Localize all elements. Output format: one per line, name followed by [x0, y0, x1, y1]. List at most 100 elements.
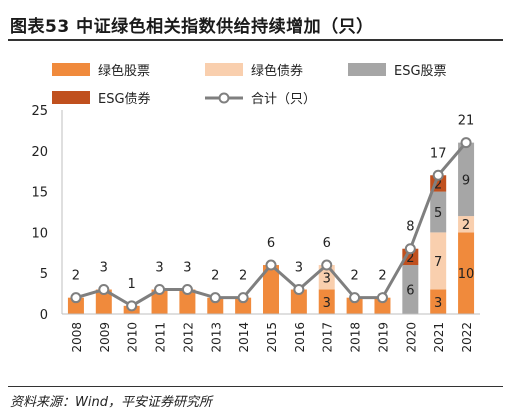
total-point-2020: [404, 243, 416, 255]
bar-green-stock-2012: [179, 289, 196, 314]
x-tick-label-2020: 2020: [404, 322, 418, 353]
bar-esg-stock-2022: [458, 142, 475, 217]
bar-green-stock-2008: [67, 297, 84, 314]
bar-green-stock-2015: [263, 265, 279, 314]
x-tick-label-2013: 2013: [209, 322, 223, 353]
x-tick-label-2021: 2021: [432, 322, 446, 353]
y-tick-label: 0: [40, 308, 48, 323]
segment-label: 10: [458, 267, 475, 282]
x-tick-label-2014: 2014: [237, 322, 251, 353]
segment-label: 7: [434, 255, 442, 270]
segment-label: 2: [406, 251, 414, 266]
segment-label: 5: [434, 206, 442, 221]
x-tick-label-2008: 2008: [70, 322, 84, 353]
total-label-2014: 2: [239, 269, 247, 284]
total-label-2020: 8: [406, 220, 414, 235]
total-label-2015: 6: [267, 236, 275, 251]
legend-marker-total: [218, 92, 230, 104]
x-tick-label-2011: 2011: [154, 322, 168, 353]
x-tick-label-2017: 2017: [321, 322, 335, 353]
total-label-2013: 2: [211, 269, 219, 284]
total-point-2022: [460, 137, 472, 149]
bar-green-stock-2013: [207, 297, 224, 314]
total-point-2015: [265, 259, 277, 271]
bars: [67, 142, 475, 314]
segment-label: 2: [434, 177, 442, 192]
segment-labels: 3 3 6 2 3 7 5 2 10 2 9: [323, 173, 475, 310]
bar-green-bond-2021: [430, 232, 447, 290]
x-tick-label-2015: 2015: [265, 322, 279, 353]
bar-green-stock-2011: [151, 289, 168, 314]
total-point-2012: [181, 284, 193, 296]
segment-label: 2: [462, 218, 470, 233]
total-point-2018: [349, 292, 361, 304]
total-label-2016: 3: [295, 261, 303, 276]
y-axis: 0 5 10 15 20 25: [31, 104, 63, 323]
source-note: 资料来源：Wind，平安证券研究所: [10, 395, 212, 410]
x-tick-label-2019: 2019: [376, 322, 390, 353]
total-label-2010: 1: [128, 277, 136, 292]
total-point-2013: [209, 292, 221, 304]
total-label-2019: 2: [378, 269, 386, 284]
bar-esg-stock-2020: [402, 265, 419, 314]
bar-green-stock-2021: [430, 289, 447, 314]
x-tick-label-2018: 2018: [349, 322, 363, 353]
total-point-2021: [432, 169, 444, 181]
y-tick-label: 5: [40, 267, 48, 282]
total-label-2017: 6: [323, 236, 331, 251]
x-tick-label-2012: 2012: [181, 322, 195, 353]
legend-label-green-stock: 绿色股票: [98, 63, 150, 79]
x-tick-label-2009: 2009: [98, 322, 112, 353]
bar-green-stock-2022: [458, 232, 475, 314]
legend: 绿色股票 绿色债券 ESG股票 ESG债券 合计（只）: [52, 63, 447, 107]
bar-green-stock-2016: [290, 289, 307, 314]
total-label-2008: 2: [72, 269, 80, 284]
bar-green-stock-2019: [374, 297, 391, 314]
bar-green-stock-2017: [318, 289, 335, 314]
total-label-2012: 3: [183, 261, 191, 276]
total-line: 2 3 1 3 3 2 2 6 3 6 2 2 8 17 21: [70, 114, 474, 312]
legend-swatch-esg-stock: [348, 63, 386, 76]
total-label-2018: 2: [350, 269, 358, 284]
y-tick-label: 25: [31, 104, 48, 119]
source-rule: [8, 386, 503, 387]
legend-label-esg-bond: ESG债券: [98, 91, 151, 107]
total-label-2009: 3: [100, 261, 108, 276]
total-label-2021: 17: [430, 146, 447, 161]
total-point-2017: [321, 259, 333, 271]
legend-label-green-bond: 绿色债券: [251, 63, 303, 79]
legend-swatch-esg-bond: [52, 91, 90, 104]
figure-title: 图表53 中证绿色相关指数供给持续增加（只）: [10, 17, 374, 37]
total-label-2011: 3: [155, 261, 163, 276]
legend-label-esg-stock: ESG股票: [394, 64, 447, 79]
segment-label: 6: [406, 284, 414, 299]
bar-green-bond-2022: [458, 216, 475, 233]
segment-label: 3: [434, 296, 442, 311]
segment-label: 9: [462, 173, 470, 188]
x-tick-label-2010: 2010: [126, 322, 140, 353]
legend-label-total: 合计（只）: [251, 92, 316, 107]
total-point-2014: [237, 292, 249, 304]
total-point-2011: [154, 284, 166, 296]
legend-swatch-green-stock: [52, 63, 90, 76]
total-point-2010: [126, 300, 138, 312]
x-axis: 2008 2009 2010 2011 2012 2013 2014 2015 2016 2017…: [62, 313, 480, 353]
bar-green-stock-2009: [95, 289, 112, 314]
total-point-2016: [293, 284, 305, 296]
total-point-2019: [376, 292, 388, 304]
x-tick-label-2016: 2016: [293, 322, 307, 353]
bar-green-stock-2014: [235, 297, 252, 314]
y-tick-label: 15: [31, 186, 48, 201]
segment-label: 3: [323, 296, 331, 311]
bar-esg-stock-2021: [430, 191, 447, 233]
legend-swatch-green-bond: [205, 63, 243, 76]
total-point-2009: [98, 284, 110, 296]
x-tick-label-2022: 2022: [460, 322, 474, 353]
bar-green-stock-2018: [346, 297, 363, 314]
figure-title-bar: 图表53 中证绿色相关指数供给持续增加（只）: [8, 8, 503, 38]
segment-label: 3: [323, 271, 331, 286]
y-tick-label: 10: [31, 226, 48, 241]
y-tick-label: 20: [31, 145, 48, 160]
